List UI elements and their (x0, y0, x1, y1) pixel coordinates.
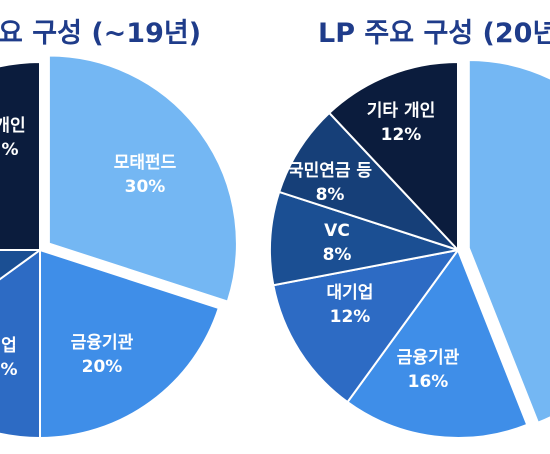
pie1-slice-4-label: 국민연금 등 (288, 161, 372, 181)
right-chart-title: LP 주요 구성 (20년 (318, 18, 550, 49)
pie1-slice-2-label: 대기업 (327, 283, 374, 303)
pie0-slice-1-value: 20% (82, 357, 123, 377)
pie0-slice-4 (0, 60, 41, 251)
pie1-slice-2-value: 12% (330, 307, 371, 327)
left-chart-title: 요 구성 (~19년) (0, 18, 201, 49)
pie0-slice-0-value: 30% (125, 177, 166, 197)
pie1-slice-3-label: VC (324, 221, 350, 241)
pie0-slice-2-value: % (0, 360, 17, 380)
pie1-slice-3 (269, 190, 459, 287)
pie0-slice-4-label: 개인 (0, 116, 26, 136)
pie1-slice-1-label: 금융기관 (397, 348, 460, 368)
pie0-slice-1-label: 금융기관 (71, 333, 134, 353)
pie0-slice-0 (47, 54, 238, 303)
pie0-slice-1 (39, 248, 221, 440)
pie1-slice-3-value: 8% (323, 245, 352, 265)
pie0-slice-3 (0, 249, 44, 281)
pie1-slice-1-value: 16% (408, 372, 449, 392)
pie1-slice-0 (467, 58, 550, 425)
right-pie: 금융기관 16% 대기업 12% VC 8% 국민연금 등 8% 기타 개인 12% (269, 58, 550, 439)
pie1-slice-2 (272, 248, 461, 404)
pie1-slice-5 (327, 60, 459, 253)
pie1-slice-5-value: 12% (381, 125, 422, 145)
pie1-slice-5-label: 기타 개인 (367, 101, 435, 121)
pie0-slice-2-label: 업 (1, 336, 17, 356)
pie1-slice-4-value: 8% (316, 185, 345, 205)
left-pie: 모태펀드 30% 금융기관 20% 업% 개인% (0, 54, 238, 440)
pie1-slice-4 (277, 111, 459, 251)
pie0-slice-2 (0, 248, 41, 440)
pie1-slice-1 (346, 247, 529, 439)
pie0-slice-4-value: % (1, 140, 18, 160)
pie0-slice-0-label: 모태펀드 (114, 153, 177, 173)
